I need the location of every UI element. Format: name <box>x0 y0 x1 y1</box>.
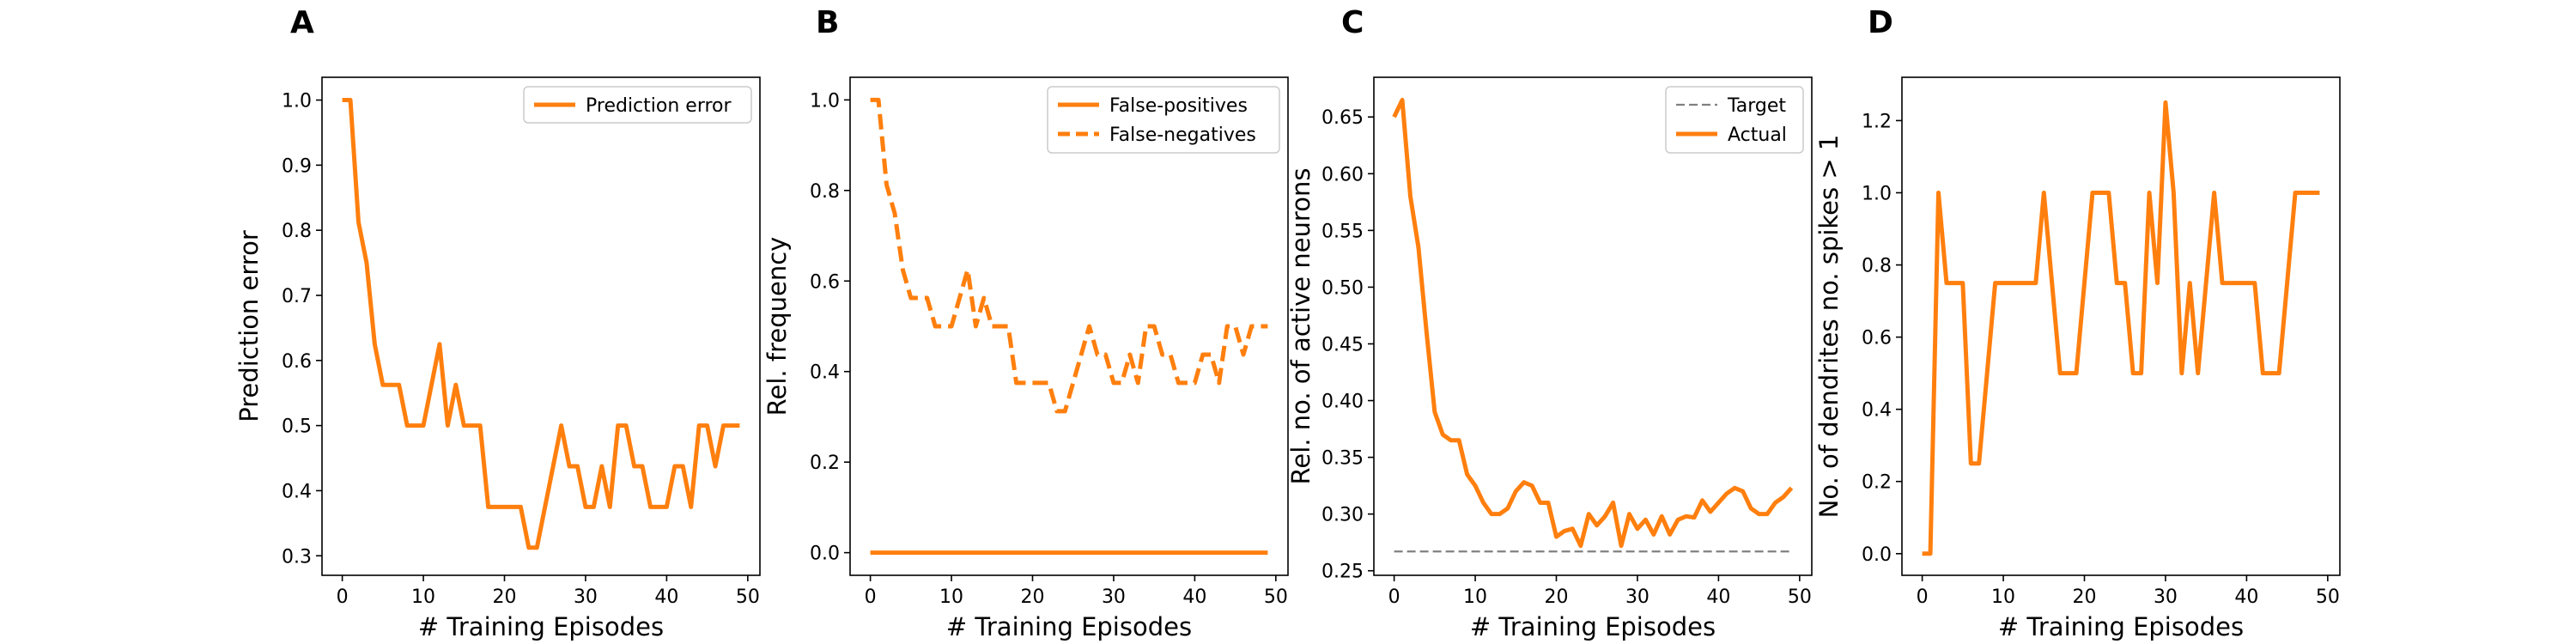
legend: Target Actual <box>1665 86 1804 154</box>
panel-letter: C <box>1341 5 1364 40</box>
plot-frame <box>849 76 1289 576</box>
y-tick-label: 0.4 <box>1862 400 1892 422</box>
x-tick-label: 50 <box>1264 586 1288 608</box>
y-tick-label: 0.8 <box>810 181 840 203</box>
y-tick-label: 0.35 <box>1321 448 1364 470</box>
legend-box <box>523 86 752 124</box>
y-tick-label: 0.45 <box>1321 334 1364 355</box>
x-axis-label: # Training Episodes <box>1998 612 2244 641</box>
plot-frame <box>321 76 761 576</box>
x-tick-label: 0 <box>1388 586 1400 608</box>
y-tick-label: 0.25 <box>1321 562 1364 583</box>
y-tick-label: 0.30 <box>1321 505 1364 526</box>
series-line-actual <box>1392 97 1794 549</box>
panel-b: B 0 10 20 30 40 50 0.0 0.2 0.4 0.6 0.8 1.0 # Training… <box>762 5 1289 641</box>
x-tick-label: 10 <box>1463 586 1487 608</box>
x-tick-label: 10 <box>939 586 963 608</box>
y-tick-label: 0.8 <box>282 221 312 242</box>
x-tick-label: 10 <box>411 586 435 608</box>
x-tick-label: 30 <box>574 586 598 608</box>
y-tick-label: 0.0 <box>1862 544 1892 566</box>
panel-letter: D <box>1868 5 1893 40</box>
y-tick-label: 0.5 <box>282 416 312 438</box>
y-tick-label: 0.4 <box>810 362 840 384</box>
legend-label: Prediction error <box>586 95 732 117</box>
x-tick-label: 50 <box>1788 586 1812 608</box>
legend: False-positives False-negatives <box>1047 86 1280 154</box>
x-tick-label: 40 <box>2234 586 2258 608</box>
y-tick-label: 0.7 <box>282 286 312 307</box>
legend: Prediction error <box>523 86 752 124</box>
y-tick-label: 0.55 <box>1321 221 1364 242</box>
x-tick-label: 20 <box>493 586 517 608</box>
panel-letter: B <box>816 5 839 40</box>
panel-a: A 0 10 20 30 40 50 0.3 0.4 0.5 0.6 0.7 0.8 0.9 1.0 # Tr… <box>234 5 761 641</box>
legend-label: False-negatives <box>1109 125 1256 146</box>
y-tick-label: 0.0 <box>810 544 840 565</box>
legend-box <box>1665 86 1804 154</box>
y-tick-label: 0.60 <box>1321 164 1364 185</box>
plot-frame <box>1901 76 2341 576</box>
legend-label: Target <box>1727 95 1786 117</box>
y-axis-label: No. of dendrites no. spikes > 1 <box>1814 135 1844 519</box>
plot-frame <box>1373 76 1813 576</box>
legend-label: False-positives <box>1109 95 1248 117</box>
series-line-data <box>1922 100 2320 556</box>
series-line-false-negatives <box>870 97 1268 414</box>
x-axis-label: # Training Episodes <box>1470 612 1716 641</box>
y-tick-label: 0.4 <box>282 481 312 502</box>
y-tick-label: 1.0 <box>282 91 312 112</box>
panel-letter: A <box>290 5 314 40</box>
x-axis-label: # Training Episodes <box>418 612 664 641</box>
y-axis-label: Rel. no. of active neurons <box>1286 168 1315 485</box>
y-tick-label: 0.40 <box>1321 392 1364 413</box>
y-tick-label: 0.3 <box>282 546 312 568</box>
y-tick-label: 0.6 <box>282 351 312 373</box>
y-tick-label: 0.8 <box>1862 256 1892 277</box>
x-tick-label: 0 <box>1917 586 1929 608</box>
legend-box <box>1047 86 1280 154</box>
y-tick-label: 0.50 <box>1321 277 1364 299</box>
panel-d: D 0 10 20 30 40 50 0.0 0.2 0.4 0.6 0.8 1.0 1.2 # Train… <box>1814 5 2341 641</box>
x-tick-label: 40 <box>1182 586 1206 608</box>
y-tick-label: 1.2 <box>1862 111 1892 132</box>
y-tick-label: 0.2 <box>810 453 840 474</box>
series-line-prediction-error <box>342 98 740 550</box>
x-tick-label: 50 <box>736 586 760 608</box>
x-tick-label: 20 <box>2073 586 2097 608</box>
y-axis-label: Rel. frequency <box>762 237 792 416</box>
y-axis-label: Prediction error <box>234 230 264 422</box>
x-tick-label: 20 <box>1021 586 1045 608</box>
x-tick-label: 30 <box>1625 586 1649 608</box>
y-tick-label: 1.0 <box>1862 183 1892 204</box>
panel-c: C 0 10 20 30 40 50 0.25 0.30 0.35 0.40 0.45 0.50 0.55… <box>1286 5 1813 641</box>
x-tick-label: 50 <box>2316 586 2340 608</box>
x-tick-label: 10 <box>1991 586 2015 608</box>
y-tick-label: 0.9 <box>282 155 312 177</box>
x-tick-label: 40 <box>654 586 678 608</box>
y-tick-label: 0.6 <box>1862 328 1892 349</box>
y-tick-label: 1.0 <box>810 90 840 112</box>
x-tick-label: 30 <box>2154 586 2178 608</box>
y-tick-label: 0.6 <box>810 271 840 293</box>
x-tick-label: 0 <box>337 586 349 608</box>
y-tick-label: 0.2 <box>1862 472 1892 494</box>
y-tick-label: 0.65 <box>1321 107 1364 129</box>
x-tick-label: 0 <box>865 586 877 608</box>
legend-label: Actual <box>1728 125 1787 146</box>
x-tick-label: 40 <box>1706 586 1730 608</box>
x-axis-label: # Training Episodes <box>946 612 1192 641</box>
x-tick-label: 30 <box>1102 586 1126 608</box>
x-tick-label: 20 <box>1545 586 1569 608</box>
